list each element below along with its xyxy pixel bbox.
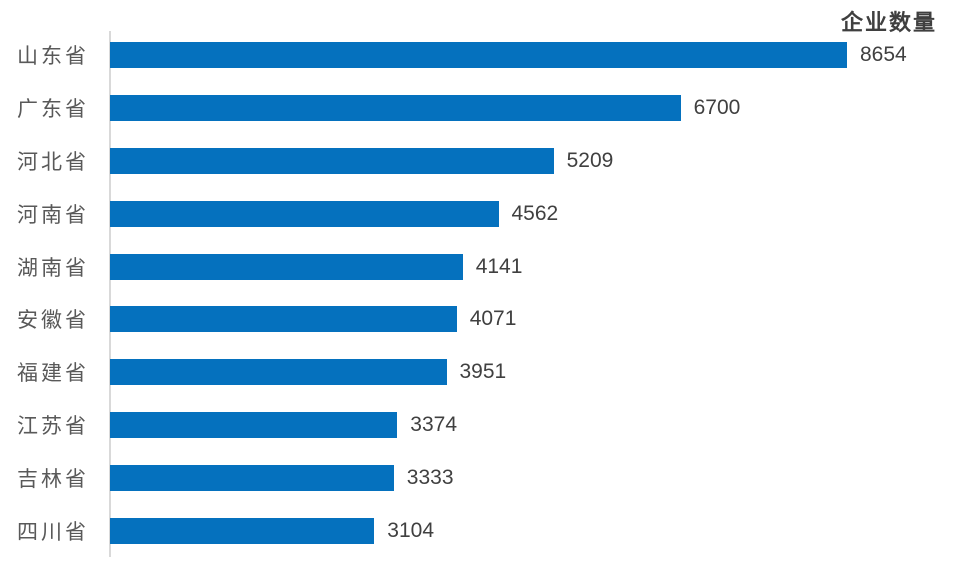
category-label: 河南省	[17, 202, 89, 227]
value-label: 3951	[459, 360, 507, 384]
value-label: 8654	[860, 43, 907, 67]
category-label: 安徽省	[17, 308, 89, 333]
category-label: 福建省	[17, 361, 89, 386]
bar	[110, 95, 681, 122]
category-label: 江苏省	[17, 413, 89, 438]
bar	[110, 464, 394, 491]
bar	[110, 359, 447, 386]
bar	[110, 306, 457, 333]
bar-track: 3374	[110, 411, 959, 438]
value-label: 3104	[387, 518, 435, 542]
category-label: 山东省	[17, 44, 89, 69]
bar	[110, 147, 554, 174]
category-label: 广东省	[17, 97, 89, 122]
bar	[110, 200, 499, 227]
bar-track: 3333	[110, 464, 959, 491]
bar-track: 4141	[110, 253, 959, 280]
value-label: 6700	[693, 96, 741, 120]
chart-row: 湖南省 4141	[0, 240, 959, 293]
chart-row: 江苏省 3374	[0, 399, 959, 452]
value-label: 4071	[469, 307, 517, 331]
bar-track: 4562	[110, 200, 959, 227]
bar	[110, 411, 398, 438]
chart-row: 福建省 3951	[0, 346, 959, 399]
category-label: 吉林省	[17, 466, 89, 491]
chart-row: 山东省 8654	[0, 29, 959, 82]
bar	[110, 253, 463, 280]
chart-row: 河北省 5209	[0, 135, 959, 188]
bar-track: 5209	[110, 147, 959, 174]
bar-track: 6700	[110, 95, 959, 122]
chart-rows: 山东省 8654 广东省 6700 河北省 5209 河南省 4562 湖南省 4141 安徽省 40…	[0, 29, 959, 557]
category-label: 四川省	[17, 519, 89, 544]
bar-track: 3104	[110, 517, 959, 544]
chart-row: 河南省 4562	[0, 187, 959, 240]
bar	[110, 517, 375, 544]
category-label: 河北省	[17, 149, 89, 174]
bar-track: 3951	[110, 359, 959, 386]
value-label: 3333	[406, 465, 454, 489]
chart-row: 吉林省 3333	[0, 451, 959, 504]
value-label: 3374	[410, 412, 458, 436]
value-label: 4562	[511, 201, 559, 225]
y-axis-line	[109, 31, 111, 557]
category-label: 湖南省	[17, 255, 89, 280]
value-label: 4141	[475, 254, 523, 278]
bar-track: 4071	[110, 306, 959, 333]
value-label: 5209	[566, 148, 614, 172]
chart-row: 广东省 6700	[0, 82, 959, 135]
bar-track: 8654	[110, 42, 959, 69]
chart-title: 企业数量	[840, 10, 937, 35]
chart-row: 四川省 3104	[0, 504, 959, 557]
chart-row: 安徽省 4071	[0, 293, 959, 346]
bar	[110, 42, 847, 69]
